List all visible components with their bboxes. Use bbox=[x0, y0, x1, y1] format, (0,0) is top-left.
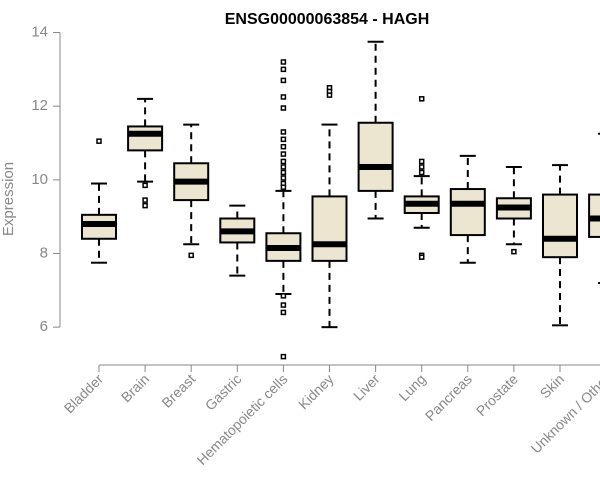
y-tick-label: 8 bbox=[40, 244, 48, 261]
plot-area: 6 8 10 12 14 Bladder Brain Breast GastricHematop… bbox=[31, 23, 600, 468]
box-skin bbox=[542, 164, 578, 327]
y-tick-label: 14 bbox=[31, 23, 48, 40]
chart-title: ENSG00000063854 - HAGH bbox=[225, 11, 430, 28]
outlier-point bbox=[280, 309, 287, 316]
outlier-point bbox=[418, 164, 425, 170]
outlier-point bbox=[280, 158, 287, 165]
outlier-point bbox=[188, 252, 194, 259]
y-tick-label: 10 bbox=[31, 171, 48, 188]
outlier-point bbox=[280, 136, 287, 143]
outlier-point bbox=[96, 138, 102, 144]
box-lung bbox=[403, 96, 440, 260]
x-tick-label: Hematopoietic cells bbox=[193, 371, 290, 468]
box-unknown-other bbox=[588, 132, 600, 284]
outlier-point bbox=[280, 105, 287, 111]
outlier-point bbox=[418, 96, 425, 102]
box-bladder bbox=[81, 138, 117, 264]
box-prostate bbox=[495, 165, 532, 255]
box-pancreas bbox=[449, 154, 486, 264]
outlier-point bbox=[280, 143, 287, 150]
x-tick-label: Kidney bbox=[295, 371, 337, 413]
x-tick-label: Brain bbox=[118, 371, 152, 405]
x-tick-label: Liver bbox=[350, 371, 383, 404]
outlier-point bbox=[142, 197, 148, 203]
outlier-point bbox=[280, 184, 287, 190]
outlier-point bbox=[280, 151, 287, 157]
outlier-point bbox=[280, 302, 287, 308]
box-brain bbox=[127, 97, 164, 209]
x-tick-label: Bladder bbox=[61, 371, 107, 417]
x-tick-label: Skin bbox=[537, 371, 568, 402]
outlier-point bbox=[280, 77, 287, 84]
outlier-point bbox=[280, 94, 287, 100]
outlier-point bbox=[280, 59, 287, 65]
box-kidney bbox=[311, 85, 348, 329]
x-tick-label: Pancreas bbox=[422, 371, 475, 424]
outlier-point bbox=[280, 175, 287, 181]
box-breast bbox=[173, 123, 210, 259]
outlier-point bbox=[280, 164, 287, 170]
iqr-box bbox=[542, 193, 578, 259]
iqr-box bbox=[127, 125, 164, 152]
outlier-point bbox=[418, 158, 425, 165]
y-tick-label: 12 bbox=[31, 97, 48, 114]
x-tick-label: Breast bbox=[158, 371, 198, 411]
x-tick-label: Gastric bbox=[202, 371, 245, 414]
y-axis-label: Expression bbox=[0, 162, 17, 236]
box-hematopoietic-cells bbox=[265, 59, 302, 360]
iqr-box bbox=[357, 121, 394, 192]
outlier-point bbox=[511, 248, 517, 255]
outlier-point bbox=[142, 182, 148, 189]
box-gastric bbox=[219, 204, 256, 277]
x-tick-label: Prostate bbox=[473, 371, 521, 419]
y-tick-label: 6 bbox=[40, 318, 48, 335]
outlier-point bbox=[326, 92, 333, 98]
outlier-point bbox=[280, 129, 287, 135]
iqr-box bbox=[311, 195, 348, 262]
outlier-point bbox=[418, 254, 425, 260]
iqr-box bbox=[449, 188, 486, 237]
outlier-point bbox=[280, 293, 287, 299]
x-tick-label: Lung bbox=[395, 371, 428, 404]
outlier-point bbox=[280, 169, 287, 176]
outlier-point bbox=[280, 353, 287, 360]
box-liver bbox=[357, 40, 394, 220]
outlier-point bbox=[280, 66, 287, 73]
outlier-point bbox=[418, 169, 425, 176]
outlier-point bbox=[142, 202, 148, 209]
